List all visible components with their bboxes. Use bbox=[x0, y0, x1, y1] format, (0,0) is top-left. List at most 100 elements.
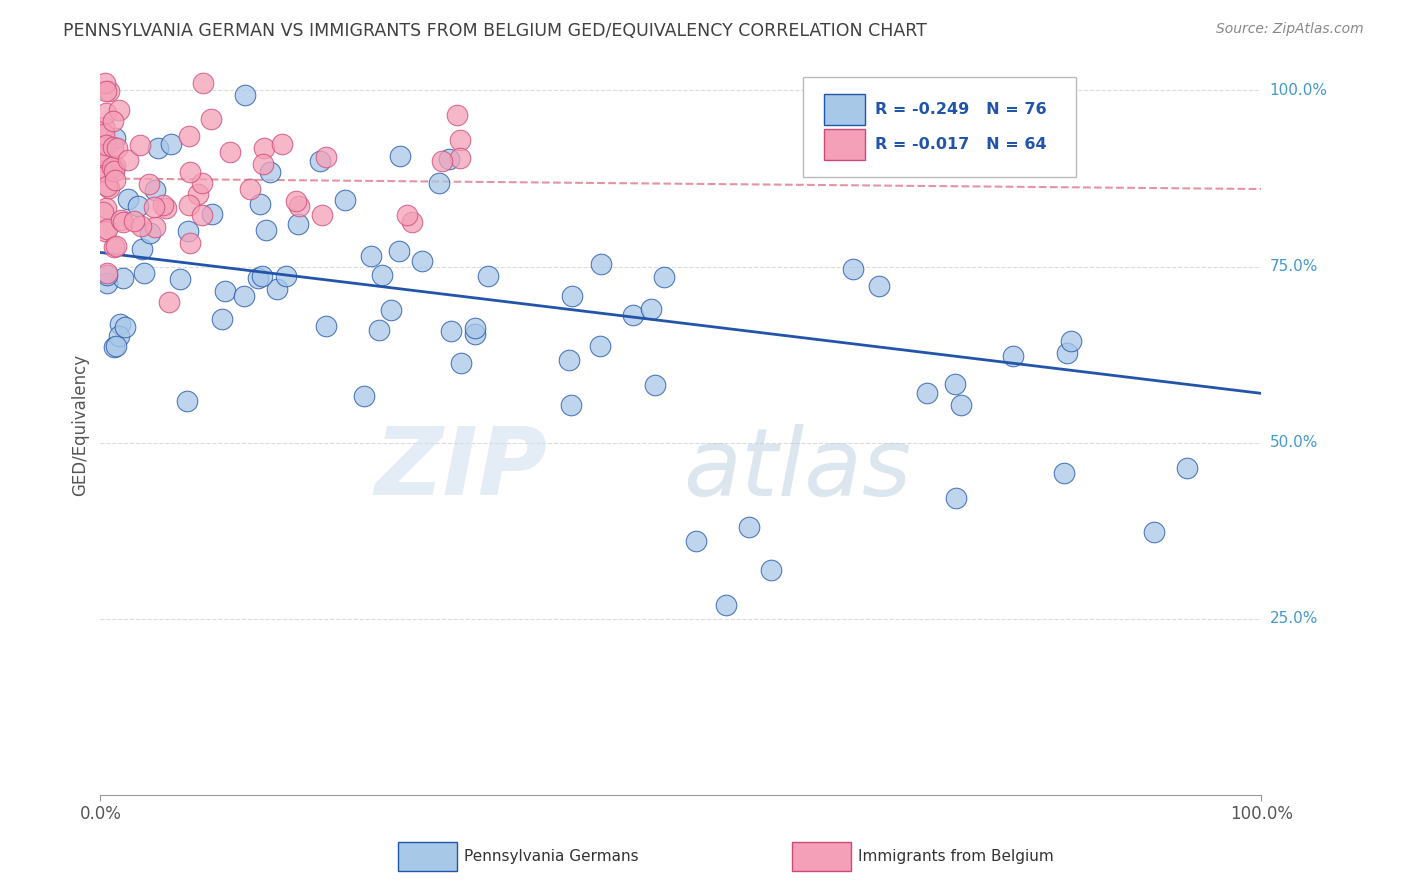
Point bbox=[143, 219, 166, 234]
Point bbox=[252, 157, 274, 171]
Point bbox=[652, 270, 675, 285]
Point bbox=[759, 563, 782, 577]
Point bbox=[254, 223, 277, 237]
Text: atlas: atlas bbox=[683, 424, 911, 515]
Point bbox=[1143, 524, 1166, 539]
Point bbox=[868, 279, 890, 293]
Point bbox=[94, 138, 117, 153]
Point bbox=[179, 236, 201, 251]
Point bbox=[143, 183, 166, 197]
Point bbox=[148, 141, 170, 155]
Point bbox=[589, 339, 612, 353]
Point bbox=[138, 178, 160, 192]
FancyBboxPatch shape bbox=[824, 129, 866, 161]
Point bbox=[104, 239, 127, 253]
Point bbox=[101, 114, 124, 128]
Point bbox=[368, 323, 391, 337]
Point bbox=[446, 108, 468, 122]
Y-axis label: GED/Equivalency: GED/Equivalency bbox=[72, 354, 89, 496]
Point bbox=[160, 137, 183, 152]
Point bbox=[450, 356, 472, 370]
Point bbox=[96, 268, 118, 283]
Point bbox=[201, 207, 224, 221]
Point bbox=[311, 207, 333, 221]
Point bbox=[259, 165, 281, 179]
Point bbox=[714, 598, 737, 612]
Point bbox=[464, 327, 486, 342]
Point bbox=[247, 270, 270, 285]
Point bbox=[179, 198, 201, 212]
Point bbox=[1060, 334, 1083, 349]
Point bbox=[93, 127, 115, 141]
Point bbox=[90, 150, 112, 164]
Point bbox=[640, 302, 662, 317]
Point bbox=[388, 244, 411, 258]
Point bbox=[94, 76, 117, 90]
Point bbox=[105, 141, 128, 155]
Point bbox=[644, 378, 666, 392]
Point bbox=[437, 153, 460, 167]
Point bbox=[91, 164, 114, 178]
Point bbox=[112, 271, 135, 285]
Point bbox=[1002, 350, 1025, 364]
Point bbox=[104, 131, 127, 145]
Point bbox=[90, 147, 112, 161]
Point bbox=[187, 187, 209, 202]
Point bbox=[250, 269, 273, 284]
Point bbox=[333, 194, 356, 208]
Point bbox=[103, 164, 125, 178]
Point bbox=[239, 182, 262, 196]
Text: R = -0.249   N = 76: R = -0.249 N = 76 bbox=[875, 103, 1046, 118]
Point bbox=[96, 179, 118, 194]
Point bbox=[589, 257, 612, 271]
Point bbox=[104, 339, 127, 353]
Point bbox=[155, 201, 177, 215]
Point bbox=[738, 520, 761, 534]
Text: Immigrants from Belgium: Immigrants from Belgium bbox=[858, 849, 1053, 863]
Point bbox=[132, 266, 155, 280]
Point bbox=[440, 324, 463, 338]
Text: ZIP: ZIP bbox=[374, 424, 547, 516]
Point bbox=[117, 192, 139, 206]
Point bbox=[449, 133, 471, 147]
Point bbox=[1175, 461, 1198, 475]
Point bbox=[190, 209, 212, 223]
Point bbox=[464, 321, 486, 335]
Point bbox=[122, 214, 145, 228]
Point bbox=[191, 177, 214, 191]
Point bbox=[477, 269, 499, 284]
Point bbox=[560, 398, 582, 412]
Point bbox=[315, 149, 337, 163]
Point bbox=[287, 217, 309, 231]
Point bbox=[427, 176, 450, 190]
Point bbox=[401, 215, 423, 229]
Point bbox=[96, 276, 118, 290]
Point bbox=[252, 141, 274, 155]
Point bbox=[107, 329, 129, 343]
Point bbox=[103, 240, 125, 254]
Point bbox=[152, 197, 174, 211]
Point bbox=[127, 199, 149, 213]
Point bbox=[157, 294, 180, 309]
Point bbox=[558, 352, 581, 367]
Point bbox=[91, 204, 114, 219]
Point bbox=[270, 137, 292, 152]
Point bbox=[388, 149, 411, 163]
Point bbox=[110, 213, 132, 227]
Point bbox=[621, 309, 644, 323]
Point bbox=[117, 153, 139, 167]
Point bbox=[219, 145, 242, 159]
Point bbox=[94, 201, 117, 215]
Point bbox=[177, 129, 200, 144]
Point bbox=[685, 534, 707, 549]
Point bbox=[371, 268, 394, 282]
Point bbox=[561, 288, 583, 302]
Point bbox=[233, 289, 256, 303]
Text: R = -0.017   N = 64: R = -0.017 N = 64 bbox=[875, 137, 1046, 153]
Point bbox=[176, 393, 198, 408]
Point bbox=[1056, 346, 1078, 360]
Point bbox=[142, 200, 165, 214]
Point bbox=[93, 120, 115, 134]
Point bbox=[449, 151, 471, 165]
Point bbox=[169, 271, 191, 285]
